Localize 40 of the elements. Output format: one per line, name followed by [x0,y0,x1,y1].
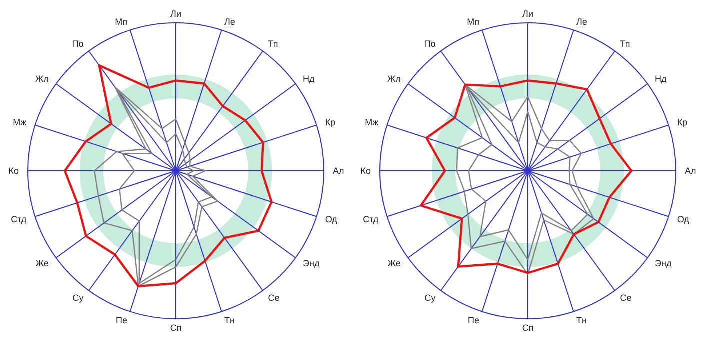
spoke-label: Од [325,214,338,225]
spoke-label: Се [268,293,280,304]
spoke-label: Энд [303,258,320,268]
spoke-label: Стд [11,214,28,225]
spoke-label: Нд [655,74,668,84]
spoke-label: Сп [522,323,534,334]
spoke-label: Кр [677,118,688,128]
spoke-label: Су [424,293,436,304]
spoke-label: Жл [35,74,49,84]
spoke-label: Мж [13,118,27,128]
spoke-label: Тп [268,39,278,50]
spoke-label: Од [677,214,690,225]
spoke-label: Сп [170,323,182,334]
spoke-label: Пе [116,315,128,326]
spoke-label: Тп [620,39,630,50]
spoke-label: Ко [360,166,371,176]
spoke-label: Ал [333,166,344,176]
spoke-label: Ле [224,16,236,27]
spoke-label: Мп [115,16,128,27]
spoke-label: По [424,39,436,50]
spoke-label: Се [620,293,632,304]
spoke-label: Стд [363,214,380,225]
spoke-label: Пе [468,315,480,326]
spoke-label: Ле [576,16,588,27]
spoke-label: Энд [655,258,672,268]
spoke-label: Ал [685,166,696,176]
spoke-label: Мж [365,118,379,128]
spoke-label: Же [36,258,49,268]
spoke-label: По [72,39,84,50]
spoke-label: Тн [224,315,236,326]
spoke-label: Ко [8,166,19,176]
spoke-label: Же [388,258,401,268]
spoke-label: Мп [467,16,480,27]
spoke-label: Нд [303,74,316,84]
spoke-label: Су [72,293,84,304]
spoke-label: Ли [522,9,534,20]
spoke-label: Кр [325,118,336,128]
spoke-label: Ли [170,9,182,20]
spoke-label: Тн [576,315,588,326]
spoke-label: Жл [387,74,401,84]
